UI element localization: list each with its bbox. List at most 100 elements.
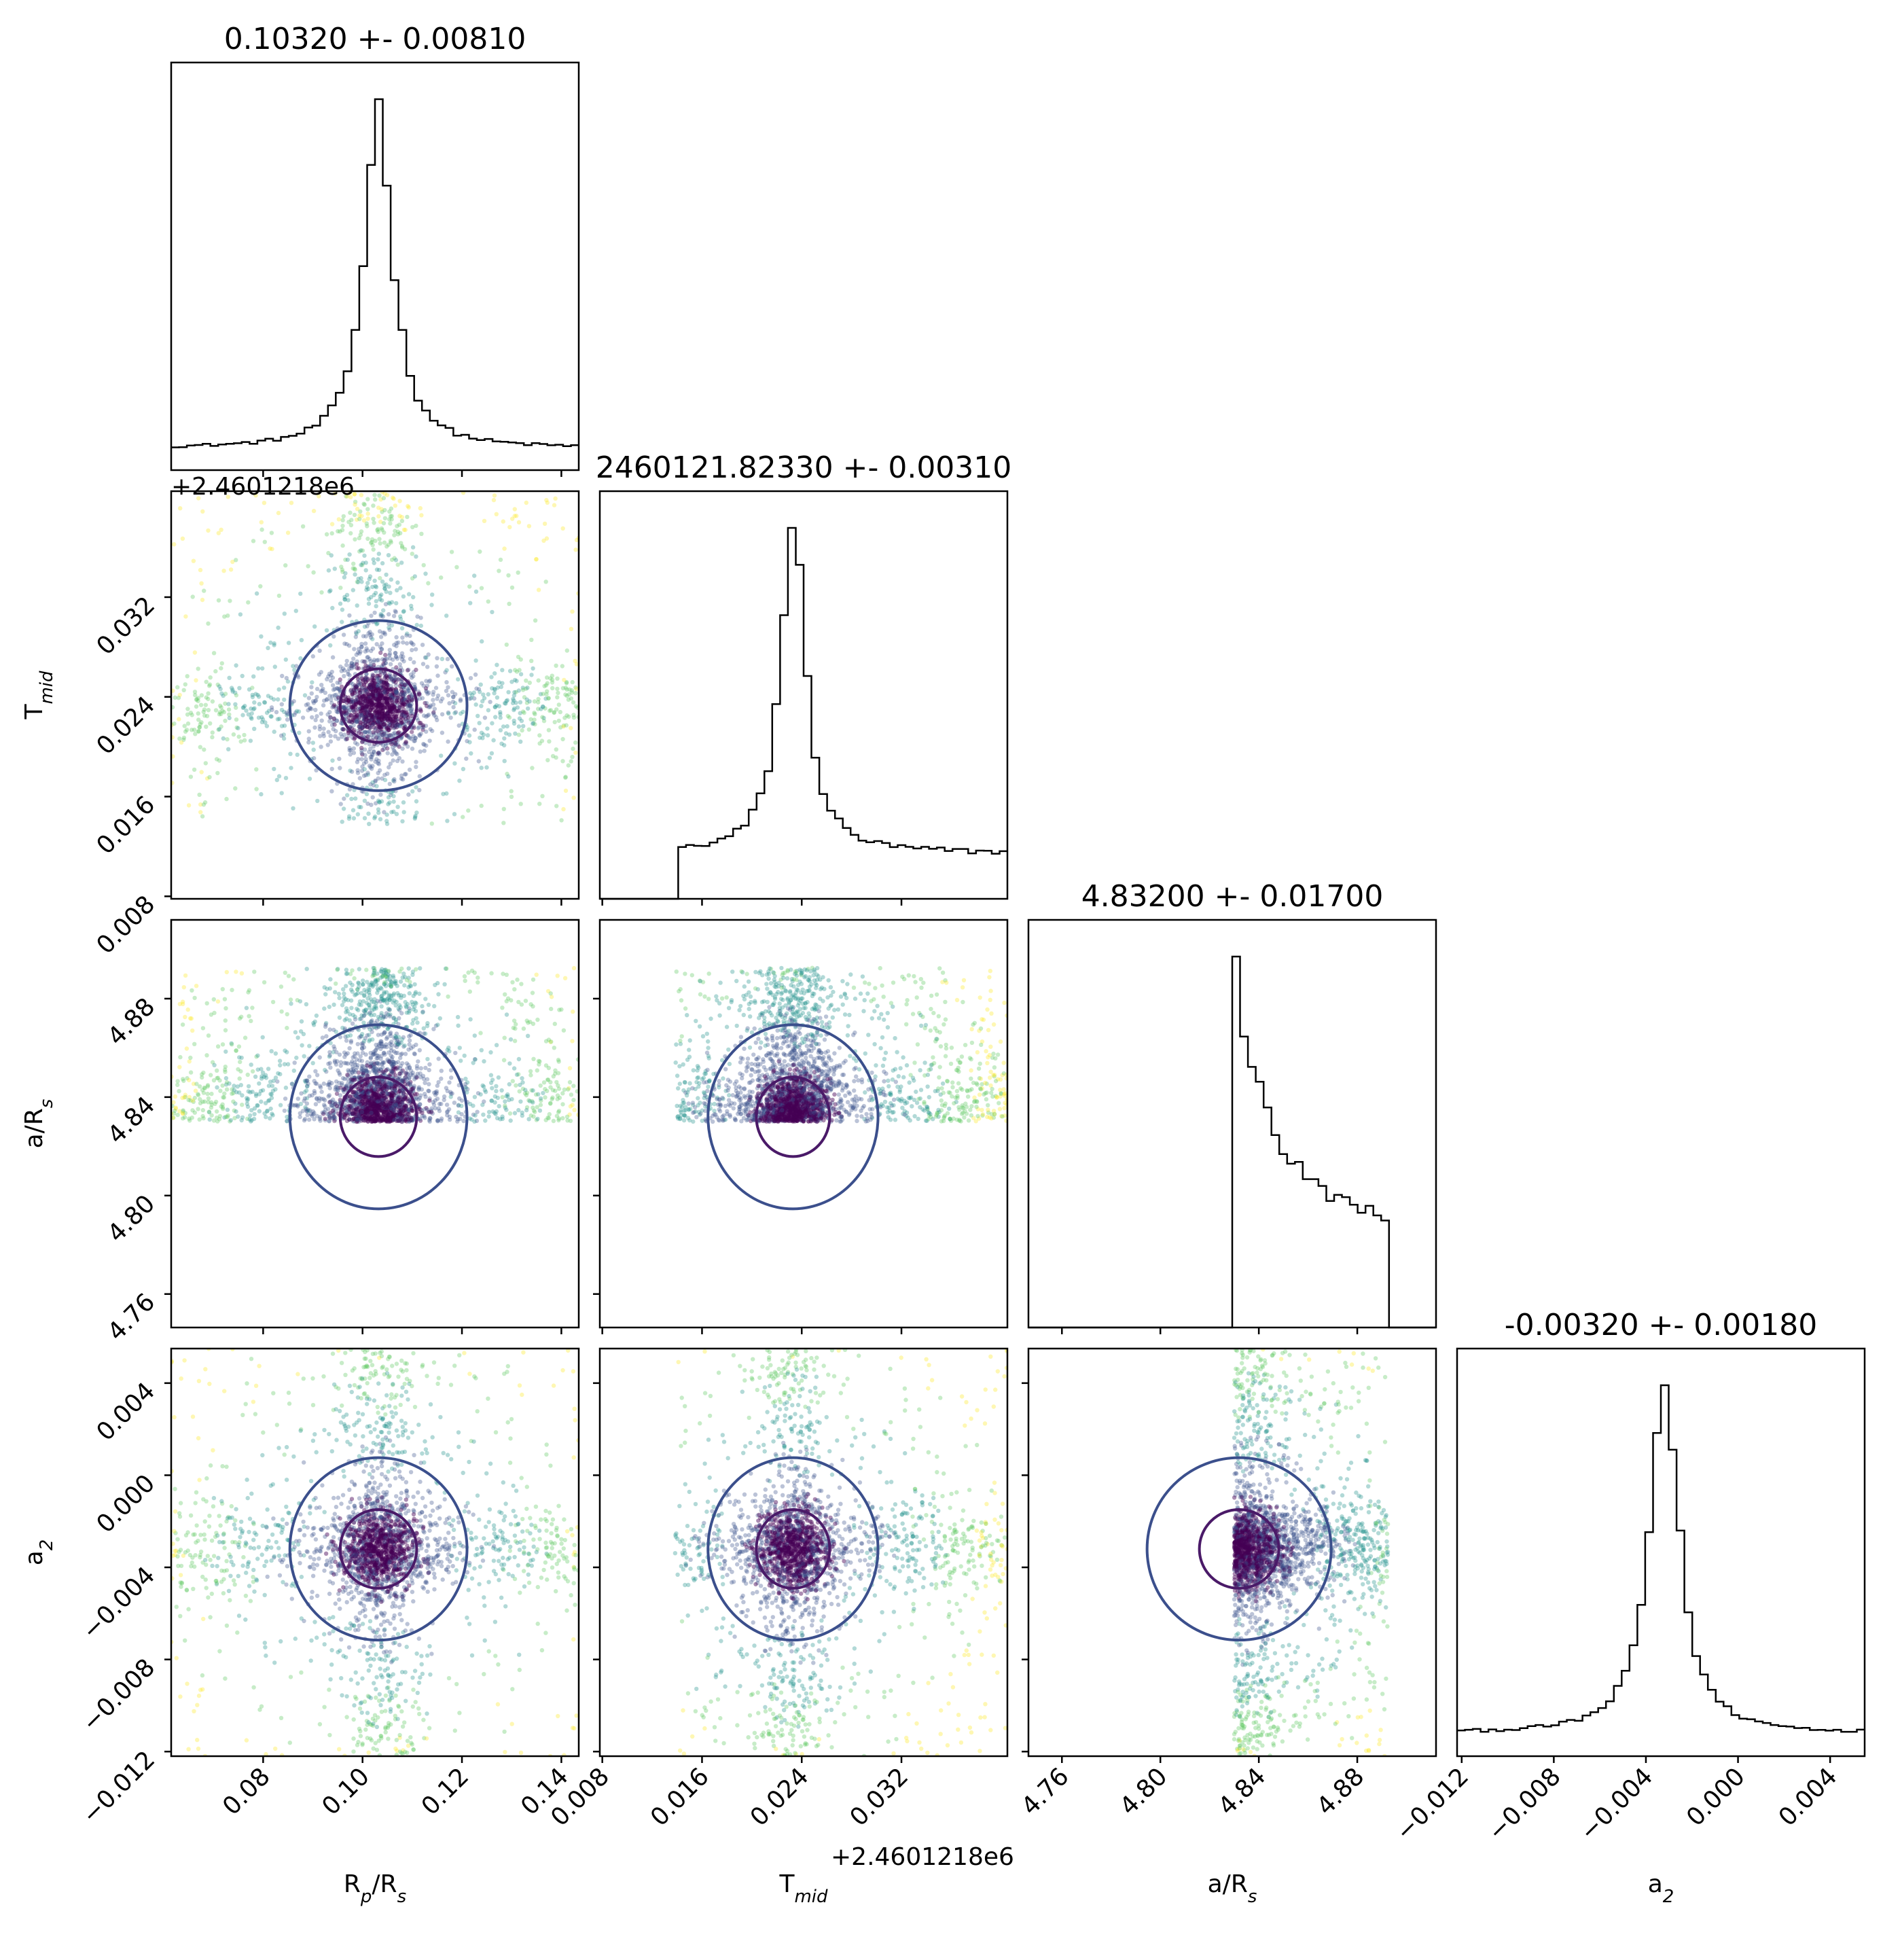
- sample-point: [371, 735, 376, 741]
- hist-panel-a2: [1456, 1347, 1866, 1758]
- sample-point: [329, 722, 335, 728]
- sample-point: [475, 1109, 480, 1114]
- sample-point: [218, 703, 223, 709]
- sample-point: [381, 723, 387, 728]
- sample-point: [360, 752, 365, 757]
- sample-point: [400, 1061, 405, 1066]
- sample-point: [481, 732, 486, 737]
- sample-point: [383, 652, 388, 658]
- sample-point: [488, 1050, 493, 1055]
- sample-point: [190, 713, 194, 717]
- sample-point: [396, 1116, 401, 1122]
- sample-point: [352, 715, 357, 719]
- sample-point: [424, 1105, 429, 1111]
- sample-point: [408, 707, 414, 712]
- sample-point: [321, 686, 325, 692]
- sample-point: [363, 679, 369, 684]
- sample-point: [276, 687, 281, 692]
- sample-point: [450, 664, 454, 669]
- sample-point: [407, 1075, 412, 1081]
- sample-point: [385, 1027, 390, 1031]
- sample-point: [514, 514, 519, 518]
- sample-point: [500, 1005, 505, 1010]
- sample-point: [388, 662, 393, 666]
- sample-point: [397, 1088, 402, 1094]
- sample-point: [372, 662, 376, 668]
- sample-point: [435, 1097, 440, 1101]
- sample-point: [414, 785, 418, 789]
- sample-point: [370, 700, 374, 705]
- sample-point: [387, 1115, 393, 1120]
- sample-point: [376, 552, 381, 556]
- sample-point: [380, 1086, 385, 1091]
- sample-point: [556, 690, 560, 696]
- sample-point: [503, 1099, 507, 1104]
- sample-point: [395, 1075, 400, 1081]
- sample-point: [355, 712, 359, 717]
- sample-point: [503, 701, 508, 706]
- sample-point: [333, 491, 338, 496]
- sample-point: [507, 715, 512, 720]
- sample-point: [343, 736, 348, 741]
- sample-point: [396, 709, 401, 713]
- panels-layer: [164, 61, 1866, 1763]
- sample-point: [304, 1088, 309, 1093]
- sample-point: [238, 1059, 243, 1065]
- sample-point: [241, 705, 246, 710]
- sample-point: [416, 1085, 422, 1090]
- sample-point: [373, 497, 378, 502]
- sample-point: [380, 714, 385, 719]
- sample-point: [378, 724, 382, 728]
- sample-point: [387, 1092, 393, 1097]
- sample-point: [363, 714, 367, 719]
- sample-point: [481, 692, 486, 697]
- sample-point: [361, 694, 366, 698]
- sample-point: [387, 1107, 392, 1111]
- sample-point: [375, 528, 380, 533]
- sample-point: [382, 705, 388, 710]
- sample-point: [248, 738, 253, 743]
- sample-point: [245, 1098, 250, 1103]
- sample-point: [360, 705, 365, 711]
- sample-point: [360, 706, 365, 711]
- sample-point: [330, 683, 336, 688]
- sample-point: [416, 689, 421, 694]
- sample-point: [399, 1090, 404, 1095]
- sample-point: [181, 1116, 185, 1121]
- sample-point: [197, 725, 202, 730]
- sample-point: [330, 705, 335, 710]
- sample-point: [509, 998, 514, 1003]
- sample-point: [425, 704, 429, 709]
- sample-point: [400, 1077, 406, 1082]
- sample-point: [262, 700, 268, 705]
- sample-point: [378, 727, 382, 732]
- sample-point: [364, 715, 369, 721]
- sample-point: [185, 721, 191, 726]
- sample-point: [379, 507, 384, 512]
- sample-point: [371, 1066, 376, 1071]
- sample-point: [355, 685, 359, 690]
- sample-point: [478, 682, 483, 687]
- sample-point: [179, 740, 184, 745]
- sample-point: [384, 717, 389, 723]
- sample-point: [399, 713, 404, 718]
- sample-point: [377, 694, 382, 699]
- sample-point: [457, 1046, 462, 1050]
- sample-point: [408, 1098, 412, 1103]
- sample-point: [378, 694, 382, 698]
- sample-point: [549, 1039, 554, 1044]
- sample-point: [323, 1020, 329, 1026]
- sample-point: [570, 755, 575, 760]
- sample-point: [350, 719, 355, 724]
- sample-point: [428, 1116, 433, 1121]
- sample-point: [372, 560, 376, 565]
- sample-point: [543, 696, 548, 701]
- sample-point: [401, 696, 406, 702]
- sample-point: [317, 1055, 322, 1060]
- sample-point: [514, 690, 518, 694]
- sample-point: [351, 684, 356, 690]
- sample-point: [555, 1097, 560, 1102]
- sample-point: [427, 705, 431, 710]
- sample-point: [562, 677, 567, 683]
- sample-point: [410, 698, 414, 703]
